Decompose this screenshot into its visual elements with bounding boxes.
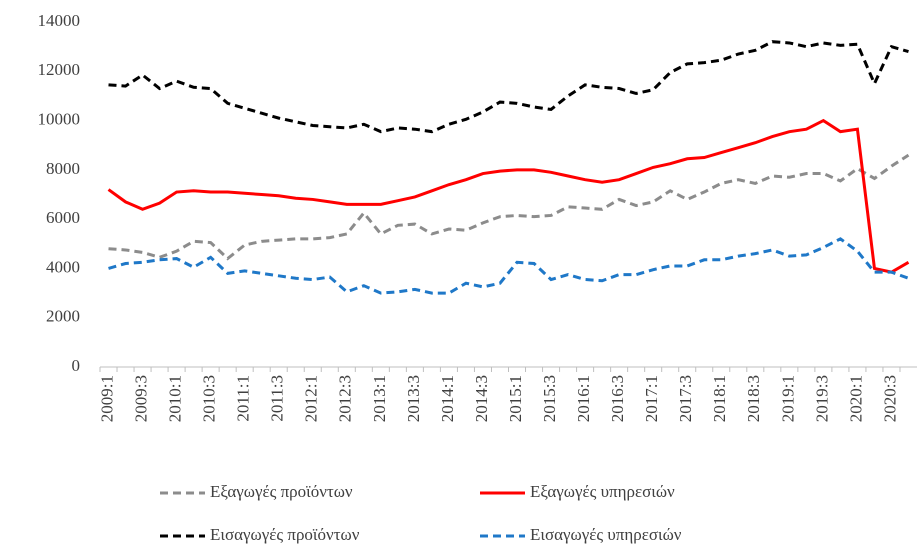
x-tick-label: 2013:3: [404, 375, 423, 422]
x-tick-label: 2018:3: [744, 375, 763, 422]
x-tick-label: 2011:1: [234, 375, 253, 422]
x-tick-label: 2009:3: [131, 375, 150, 422]
legend-label: Εισαγωγές υπηρεσιών: [530, 525, 682, 544]
y-tick-label: 0: [72, 356, 81, 375]
x-tick-label: 2011:3: [268, 375, 287, 422]
legend-label: Εισαγωγές προϊόντων: [210, 525, 360, 544]
x-tick-label: 2017:1: [642, 375, 661, 422]
y-tick-label: 2000: [46, 307, 80, 326]
legend-label: Εξαγωγές υπηρεσιών: [530, 482, 675, 501]
y-tick-label: 14000: [38, 11, 81, 30]
x-tick-label: 2010:3: [200, 375, 219, 422]
y-tick-label: 4000: [46, 257, 80, 276]
series-line: [108, 153, 910, 261]
y-tick-label: 12000: [38, 60, 81, 79]
x-tick-label: 2016:1: [574, 375, 593, 422]
series-line: [108, 237, 910, 295]
x-tick-label: 2013:1: [370, 375, 389, 422]
y-tick-label: 8000: [46, 159, 80, 178]
x-tick-label: 2017:3: [676, 375, 695, 422]
x-tick-label: 2020:3: [880, 375, 899, 422]
y-tick-label: 10000: [38, 109, 81, 128]
x-tick-label: 2014:1: [438, 375, 457, 422]
series-line: [108, 40, 909, 134]
x-tick-label: 2020:1: [846, 375, 865, 422]
x-tick-label: 2014:3: [472, 375, 491, 422]
x-tick-label: 2012:3: [336, 375, 355, 422]
x-tick-label: 2012:1: [302, 375, 321, 422]
x-tick-label: 2019:1: [778, 375, 797, 422]
x-tick-label: 2015:3: [540, 375, 559, 422]
y-tick-label: 6000: [46, 208, 80, 227]
series-line: [107, 118, 910, 274]
x-tick-label: 2015:1: [506, 375, 525, 422]
x-tick-label: 2019:3: [812, 375, 831, 422]
x-tick-label: 2010:1: [166, 375, 185, 422]
legend-label: Εξαγωγές προϊόντων: [210, 482, 353, 501]
x-tick-label: 2018:1: [710, 375, 729, 422]
x-tick-label: 2009:1: [97, 375, 116, 422]
x-tick-label: 2016:3: [608, 375, 627, 422]
